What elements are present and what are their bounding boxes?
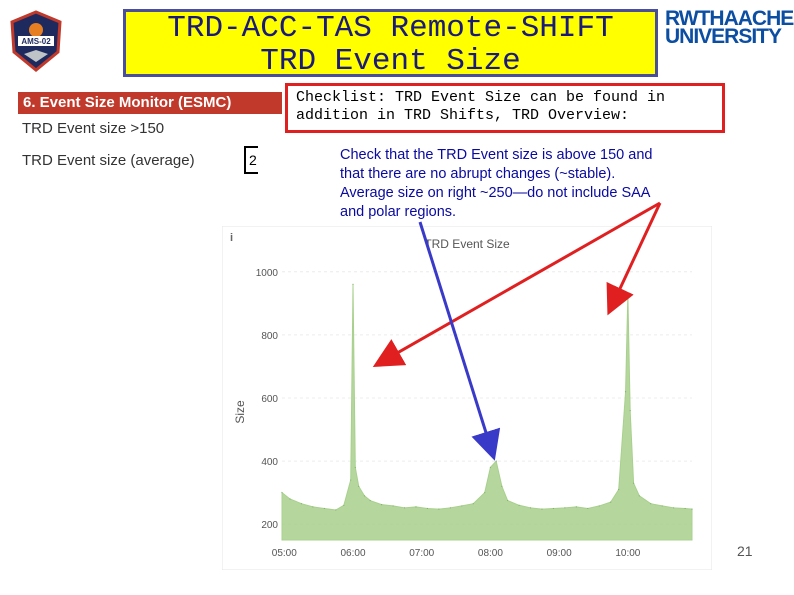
data-point — [343, 504, 345, 506]
data-point — [598, 505, 600, 507]
title-line-2: TRD Event Size — [260, 44, 521, 79]
data-point — [354, 466, 356, 469]
trd-event-size-chart: i TRD Event Size 200 400 600 800 1000 05:00 06… — [221, 225, 713, 571]
red-arrow-right-peak — [606, 202, 662, 316]
data-point — [518, 504, 520, 506]
x-tick-label: 05:00 — [272, 548, 297, 559]
data-point — [350, 479, 352, 481]
data-point — [461, 505, 463, 507]
x-tick-label: 10:00 — [615, 548, 640, 559]
red-arrow-left-peak — [372, 201, 661, 367]
data-point — [352, 283, 354, 285]
y-tick-label: 800 — [261, 331, 278, 342]
data-point — [392, 505, 394, 507]
data-point — [575, 506, 577, 508]
esmc-row-event-size-gt-150: TRD Event size >150 — [22, 120, 165, 137]
chart-title: TRD Event Size — [424, 237, 510, 251]
page-number: 21 — [737, 543, 753, 559]
data-point — [449, 507, 451, 509]
x-tick-label: 06:00 — [340, 548, 365, 559]
data-point — [358, 485, 360, 487]
note-line-3: Average size on right ~250—do not includ… — [340, 185, 651, 201]
event-size-area — [281, 284, 693, 541]
slide-title: TRD-ACC-TAS Remote-SHIFT TRD Event Size — [123, 9, 658, 79]
data-point — [610, 501, 612, 503]
y-axis-label: Size — [233, 400, 247, 424]
data-point — [495, 460, 497, 462]
instruction-note: Check that the TRD Event size is above 1… — [340, 146, 710, 222]
blue-arrow-bump — [418, 221, 501, 461]
rwth-logo-line-1: RWTHAACHEN — [665, 7, 794, 30]
data-point — [507, 499, 509, 502]
note-line-2: that there are no abrupt changes (~stabl… — [340, 166, 616, 182]
data-point — [529, 507, 532, 509]
rwth-logo: RWTHAACHEN UNIVERSITY — [665, 7, 794, 50]
data-point — [618, 488, 620, 491]
data-point — [426, 507, 429, 510]
data-point — [501, 485, 503, 487]
data-point — [323, 507, 325, 510]
esmc-average-value: 2 — [244, 146, 258, 174]
data-point — [381, 504, 383, 506]
data-point — [369, 499, 371, 502]
chart-panel: i TRD Event Size 200 400 600 800 1000 05:00 06… — [221, 225, 713, 571]
esmc-row-event-size-average: TRD Event size (average) — [22, 152, 195, 169]
note-line-1: Check that the TRD Event size is above 1… — [340, 147, 653, 163]
data-point — [289, 498, 291, 500]
data-point — [335, 509, 337, 511]
data-point — [363, 495, 366, 497]
data-point — [673, 507, 675, 509]
esmc-header: 6. Event Size Monitor (ESMC) — [18, 92, 282, 114]
data-point — [403, 507, 406, 509]
data-point — [629, 410, 631, 412]
data-point — [691, 508, 693, 510]
data-point — [632, 482, 635, 484]
data-point — [684, 507, 686, 510]
data-point — [489, 466, 492, 469]
ams-logo-text: AMS-02 — [21, 37, 51, 46]
y-tick-label: 1000 — [256, 268, 279, 279]
y-tick-label: 600 — [261, 394, 278, 405]
data-point — [541, 508, 543, 510]
data-point — [564, 507, 566, 509]
rwth-logo-line-2: UNIVERSITY — [665, 25, 782, 48]
y-tick-label: 200 — [261, 520, 278, 531]
data-point — [624, 391, 627, 393]
x-tick-label: 07:00 — [409, 548, 434, 559]
data-point — [300, 503, 303, 505]
data-point — [484, 492, 486, 494]
data-point — [587, 507, 589, 510]
x-tick-label: 09:00 — [547, 548, 572, 559]
data-point — [650, 503, 652, 505]
data-point — [281, 492, 283, 494]
ams-02-logo: AMS-02 — [8, 10, 64, 72]
data-point — [552, 507, 555, 510]
y-tick-label: 400 — [261, 457, 278, 468]
note-line-4: and polar regions. — [340, 204, 457, 220]
x-tick-label: 08:00 — [478, 548, 503, 559]
data-point — [661, 505, 663, 507]
data-point — [312, 506, 314, 508]
data-point — [638, 495, 640, 497]
data-point — [472, 503, 474, 505]
info-icon[interactable]: i — [230, 232, 233, 244]
data-point — [438, 508, 440, 510]
title-line-1: TRD-ACC-TAS Remote-SHIFT — [167, 11, 614, 46]
data-point — [415, 506, 417, 508]
checklist-box: Checklist: TRD Event Size can be found i… — [285, 83, 725, 133]
